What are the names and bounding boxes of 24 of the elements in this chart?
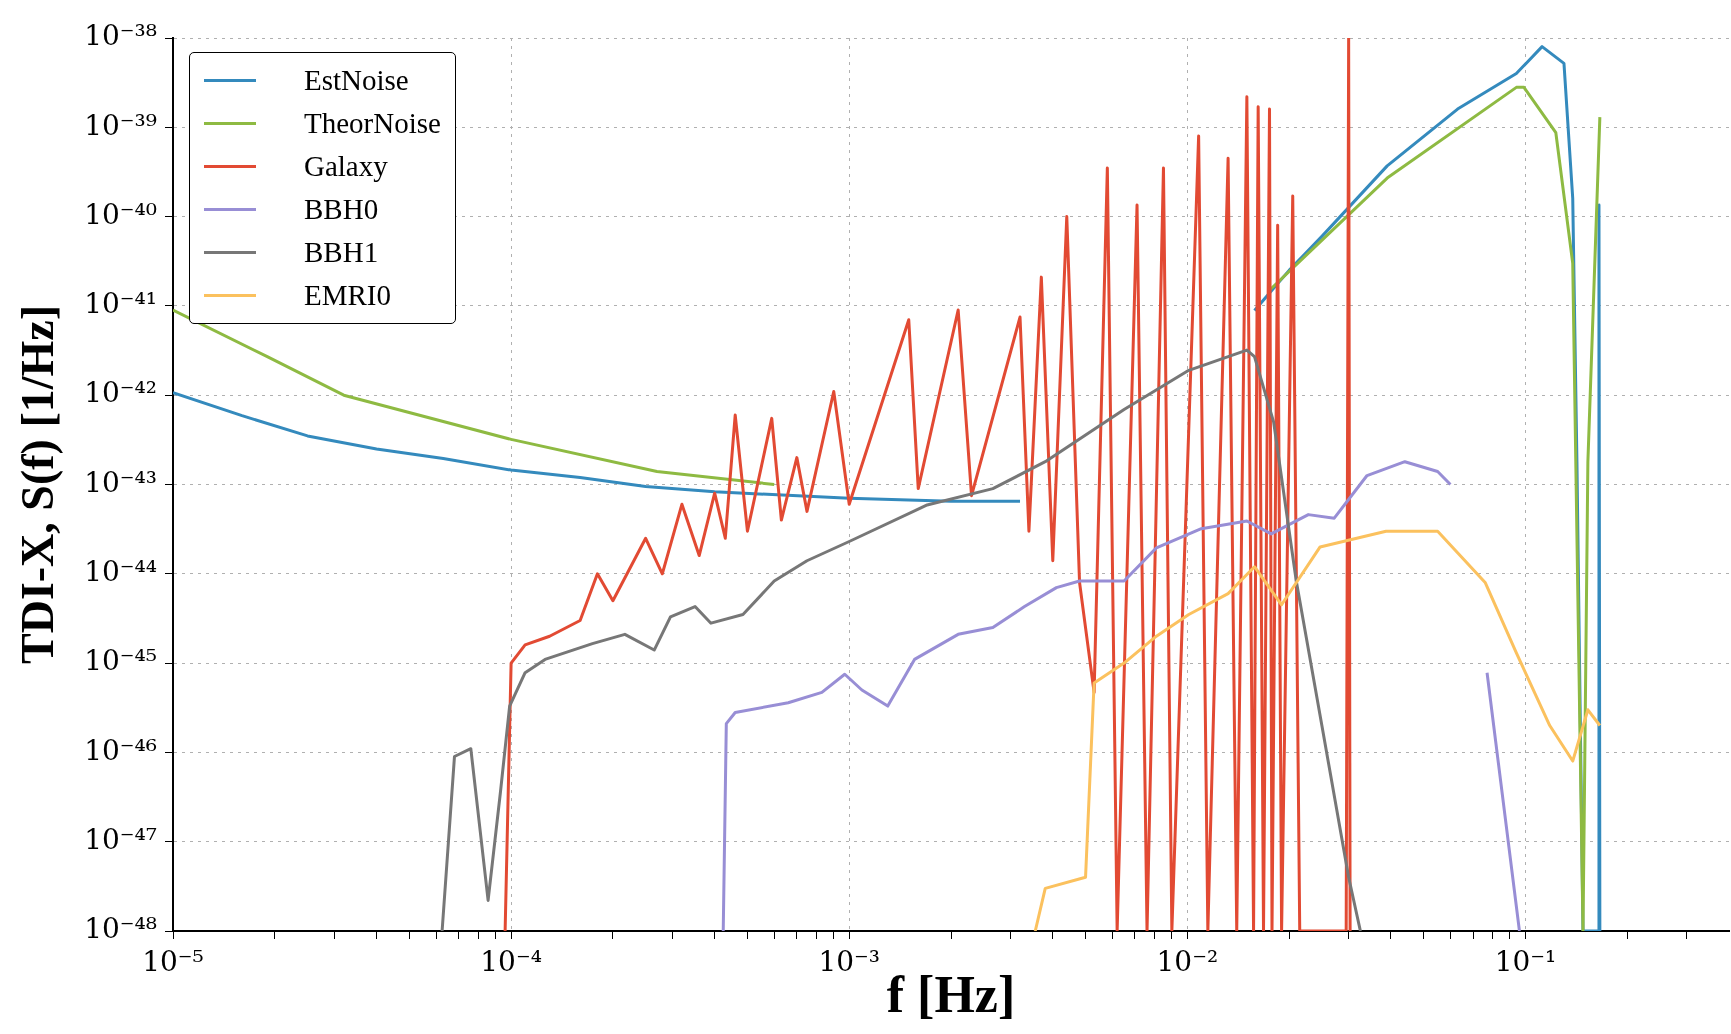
y-tick-label: 10⁻⁴⁴ bbox=[84, 555, 157, 589]
x-tick-label: 10⁻³ bbox=[818, 945, 881, 979]
legend-label: EstNoise bbox=[304, 64, 409, 97]
legend-label: BBH0 bbox=[304, 193, 379, 226]
x-tick-label: 10⁻⁴ bbox=[480, 945, 542, 979]
y-axis-title: TDI-X, S(f) [1/Hz] bbox=[12, 305, 64, 664]
legend-label: EMRI0 bbox=[304, 279, 391, 312]
y-tick-label: 10⁻⁴⁶ bbox=[84, 733, 157, 767]
y-tick-label: 10⁻³⁸ bbox=[84, 19, 157, 53]
y-tick-label: 10⁻⁴³ bbox=[84, 465, 157, 499]
y-tick-label: 10⁻³⁹ bbox=[84, 108, 157, 142]
y-tick-label: 10⁻⁴⁷ bbox=[84, 822, 157, 856]
x-axis-title: f [Hz] bbox=[886, 966, 1016, 1024]
y-tick-label: 10⁻⁴⁰ bbox=[84, 197, 157, 231]
y-tick-label: 10⁻⁴⁵ bbox=[84, 644, 157, 678]
y-tick-label: 10⁻⁴² bbox=[84, 376, 157, 410]
legend-label: Galaxy bbox=[304, 150, 388, 183]
x-tick-label: 10⁻¹ bbox=[1494, 945, 1557, 979]
legend-label: BBH1 bbox=[304, 236, 379, 269]
y-tick-label: 10⁻⁴¹ bbox=[84, 287, 157, 321]
x-tick-label: 10⁻² bbox=[1156, 945, 1219, 979]
legend-label: TheorNoise bbox=[304, 107, 441, 140]
x-tick-label: 10⁻⁵ bbox=[142, 945, 204, 979]
y-tick-label: 10⁻⁴⁸ bbox=[84, 912, 157, 946]
